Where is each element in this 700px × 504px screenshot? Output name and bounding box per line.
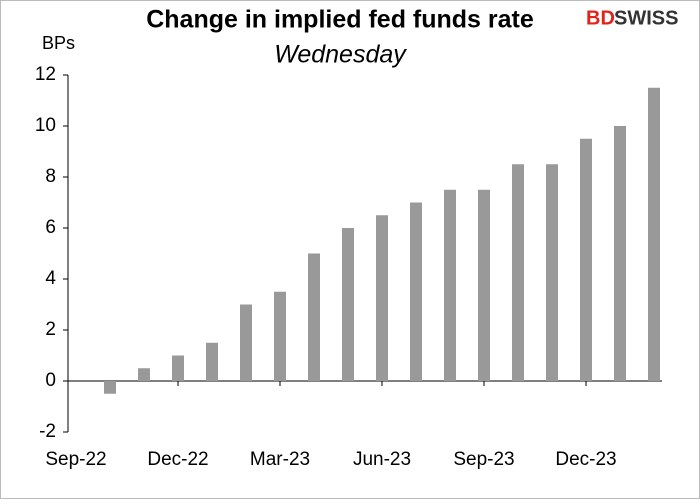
brand-logo: BD xyxy=(586,7,615,29)
chart-title: Change in implied fed funds rate xyxy=(146,6,534,34)
x-tick-label: Sep-22 xyxy=(45,449,106,470)
bar xyxy=(240,304,252,381)
y-tick-label: 0 xyxy=(45,370,56,391)
bar xyxy=(444,189,456,381)
bar xyxy=(206,342,218,381)
x-tick-label: Jun-23 xyxy=(353,449,411,470)
bar xyxy=(376,215,388,381)
y-tick-label: 12 xyxy=(35,64,56,85)
x-tick-label: Mar-23 xyxy=(250,449,310,470)
bar xyxy=(478,189,490,381)
x-tick-label: Dec-23 xyxy=(555,449,616,470)
bar xyxy=(138,368,150,381)
bar xyxy=(614,126,626,381)
y-axis-label: BPs xyxy=(42,33,75,53)
bar xyxy=(104,381,116,394)
y-tick-label: 8 xyxy=(45,166,56,187)
x-tick-label: Dec-22 xyxy=(147,449,208,470)
brand-logo: SWISS xyxy=(614,7,678,29)
y-tick-label: 10 xyxy=(35,115,56,136)
bar xyxy=(648,87,660,381)
chart-subtitle: Wednesday xyxy=(274,41,407,69)
x-tick-label: Sep-23 xyxy=(453,449,514,470)
y-tick-label: 2 xyxy=(45,319,56,340)
y-tick-label: -2 xyxy=(39,421,56,442)
bar xyxy=(172,355,184,381)
bar xyxy=(512,164,524,381)
bar xyxy=(546,164,558,381)
bar xyxy=(308,253,320,381)
bar xyxy=(410,202,422,381)
y-tick-label: 4 xyxy=(45,268,56,289)
bar xyxy=(342,228,354,381)
bar xyxy=(274,291,286,381)
bar xyxy=(580,138,592,381)
y-tick-label: 6 xyxy=(45,217,56,238)
